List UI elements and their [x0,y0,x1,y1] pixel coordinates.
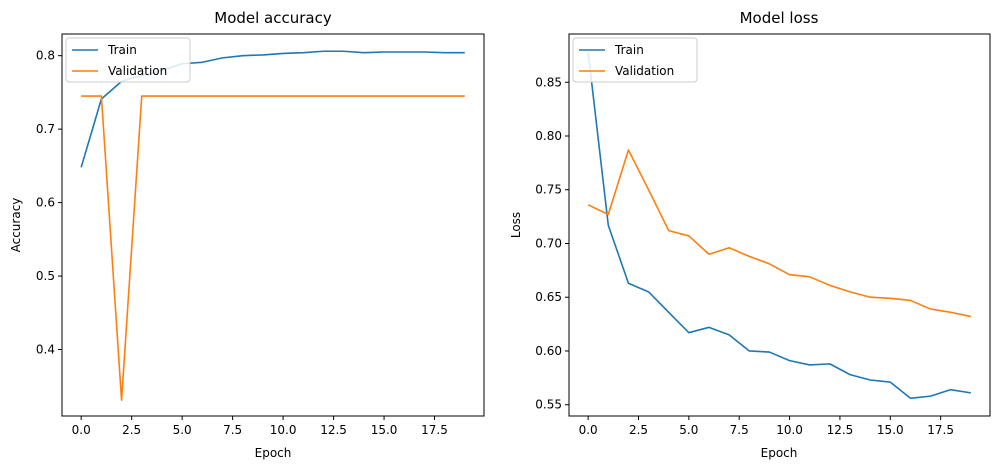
plot-frame [61,33,485,417]
series-line-validation [587,149,972,318]
y-tick-label: 0.60 [535,344,562,358]
y-tick-label: 0.5 [36,269,55,283]
x-tick-label: 15.0 [371,423,398,437]
x-tick-label: 2.5 [629,423,648,437]
series-line-train [587,52,971,400]
y-tick-label: 0.6 [36,196,55,210]
y-tick-label: 0.7 [36,122,55,136]
y-tick-label: 0.55 [535,398,562,412]
x-tick-label: 10.0 [776,423,803,437]
legend-label: Train [614,43,644,57]
y-tick-label: 0.80 [535,129,562,143]
y-tick-label: 0.8 [36,49,55,63]
legend: Train Validation [572,37,698,83]
x-tick-label: 15.0 [877,423,904,437]
x-tick-label: 5.0 [173,423,192,437]
legend-label: Validation [108,64,167,78]
x-tick-label: 17.5 [421,423,448,437]
y-tick-label: 0.75 [535,183,562,197]
legend-label: Validation [615,64,674,78]
x-tick-label: 2.5 [122,423,141,437]
series-line-validation [81,95,465,402]
tick-group: 0.0 2.5 5.0 7.5 10.0 12.5 15.0 17.5 0.55 0.60 0.65… [535,75,954,437]
x-axis-label: Epoch [255,446,292,460]
accuracy-chart: Model accuracy 0.0 2.5 5.0 7.5 10.0 12.5 15.0 1… [9,9,485,460]
plot-frame [568,33,991,417]
y-tick-label: 0.4 [36,343,55,357]
tick-group: 0.0 2.5 5.0 7.5 10.0 12.5 15.0 17.5 0.4 0.5 0.6 0.7… [36,49,448,437]
x-tick-label: 17.5 [927,423,954,437]
loss-chart: Model loss 0.0 2.5 5.0 7.5 10.0 12.5 15.0 17.50… [509,9,991,460]
y-axis-label: Loss [509,212,523,238]
y-axis-label: Accuracy [9,198,23,253]
x-tick-label: 12.5 [827,423,854,437]
y-tick-label: 0.65 [535,290,562,304]
series-group [587,52,972,400]
legend-label: Train [107,43,137,57]
x-tick-label: 7.5 [223,423,242,437]
x-tick-label: 10.0 [270,423,297,437]
x-tick-label: 0.0 [72,423,91,437]
y-tick-label: 0.70 [535,236,562,250]
chart-title: Model accuracy [214,9,332,27]
x-tick-label: 5.0 [679,423,698,437]
chart-title: Model loss [740,9,819,27]
y-tick-label: 0.85 [535,75,562,89]
x-tick-label: 0.0 [579,423,598,437]
x-tick-label: 7.5 [730,423,749,437]
legend: Train Validation [65,37,191,83]
x-tick-label: 12.5 [320,423,347,437]
x-axis-label: Epoch [761,446,798,460]
